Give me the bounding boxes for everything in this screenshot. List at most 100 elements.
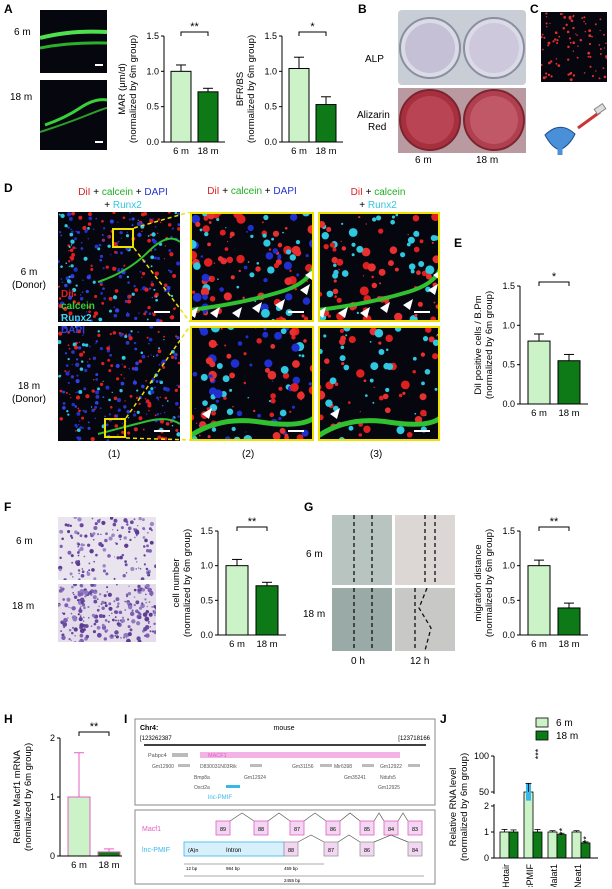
scratch-18m-0h [332, 588, 392, 651]
cell-dot [169, 287, 171, 290]
cell-dot [145, 633, 150, 638]
cell-dot [140, 289, 142, 291]
cell-dot [78, 341, 81, 344]
x-tick-label: lncPMIF [525, 864, 535, 887]
cell-dot [120, 526, 124, 530]
cell-dot [82, 279, 84, 282]
cell-dot [598, 44, 601, 46]
cell-dot [131, 292, 135, 296]
significance-marker: *** [534, 748, 544, 759]
cell-dot [171, 227, 174, 230]
cell-dot [246, 230, 248, 233]
cell-dot [370, 362, 379, 371]
cell-dot [80, 600, 84, 604]
cell-dot [385, 387, 390, 393]
bar [556, 834, 567, 859]
cell-dot [124, 600, 127, 603]
cell-dot [333, 279, 337, 283]
cell-dot [58, 331, 63, 336]
cell-dot [72, 592, 74, 594]
cell-dot [284, 277, 293, 286]
cell-dot [67, 344, 70, 347]
cell-dot [131, 609, 134, 612]
calcein-line [318, 252, 440, 312]
cell-dot [264, 367, 270, 373]
cell-dot [114, 250, 117, 254]
cell-dot [215, 399, 220, 403]
cell-dot [69, 393, 71, 395]
y-axis-label-2: (normalized by 6m group) [182, 529, 193, 637]
panel-label-c: C [530, 2, 539, 16]
scale-label: 2455 bp [284, 878, 301, 883]
cell-dot [263, 277, 268, 283]
cell-dot [71, 363, 73, 366]
cell-dot [58, 259, 60, 264]
cell-dot [412, 369, 416, 374]
gene-label: Mir6398 [334, 764, 352, 770]
cell-dot [339, 355, 346, 362]
cell-dot [566, 30, 570, 34]
cell-dot [119, 230, 123, 235]
cell-dot [95, 342, 97, 345]
cell-dot [123, 536, 127, 540]
cell-dot [97, 333, 101, 337]
cell-dot [78, 420, 81, 422]
cell-dot [216, 217, 220, 222]
gene-arrow [362, 764, 374, 767]
cell-dot [177, 227, 180, 231]
cell-dot [164, 396, 168, 400]
cell-dot [378, 228, 384, 234]
cell-dot [298, 354, 302, 357]
cell-dot [123, 264, 126, 267]
cell-dot [67, 617, 69, 619]
cell-dot [261, 221, 264, 224]
cell-dot [167, 223, 172, 227]
cell-dot [84, 368, 88, 373]
cell-dot [157, 399, 160, 401]
cell-dot [58, 302, 60, 305]
cell-dot [86, 361, 89, 363]
cell-dot [80, 592, 84, 596]
cell-dot [599, 47, 602, 50]
cell-dot [128, 530, 131, 534]
cell-dot [156, 232, 159, 235]
cell-dot [135, 396, 139, 400]
cell-dot [577, 45, 579, 47]
cell-dot [243, 265, 248, 270]
cell-dot [150, 354, 152, 356]
cell-dot [108, 398, 111, 402]
cell-dot [541, 63, 543, 66]
gene-label: Gm35241 [344, 775, 366, 781]
d-image-18m-zoom-runx2 [318, 326, 440, 441]
cell-dot [265, 252, 274, 260]
alp-label: ALP [365, 54, 384, 65]
cell-dot [63, 617, 68, 623]
cell-dot [117, 409, 121, 412]
arrowhead [210, 307, 220, 318]
g-time-0h: 0 h [351, 656, 365, 667]
cell-dot [102, 614, 106, 618]
cell-dot [548, 61, 551, 65]
cell-dot [97, 247, 101, 251]
cell-dot [68, 250, 70, 252]
cell-dot [88, 212, 92, 217]
cell-dot [113, 556, 116, 558]
cell-dot [84, 343, 89, 347]
cell-dot [71, 576, 74, 578]
cell-dot [341, 362, 345, 366]
cell-dot [130, 566, 135, 572]
cell-dot [371, 275, 375, 279]
cell-dot [123, 405, 127, 409]
y-tick-label: 1.0 [502, 561, 515, 571]
cell-dot [126, 231, 129, 234]
cell-dot [98, 613, 103, 619]
cell-dot [75, 391, 77, 394]
cell-dot [99, 518, 101, 521]
cell-dot [268, 248, 272, 251]
chart-relative-rna-level: Relative RNA level (normalized by 6m grou… [448, 717, 598, 887]
locus-top-frame [134, 718, 436, 806]
cell-dot [603, 47, 605, 49]
cell-dot [226, 353, 232, 359]
cell-dot [425, 273, 432, 280]
cell-dot [126, 595, 129, 598]
